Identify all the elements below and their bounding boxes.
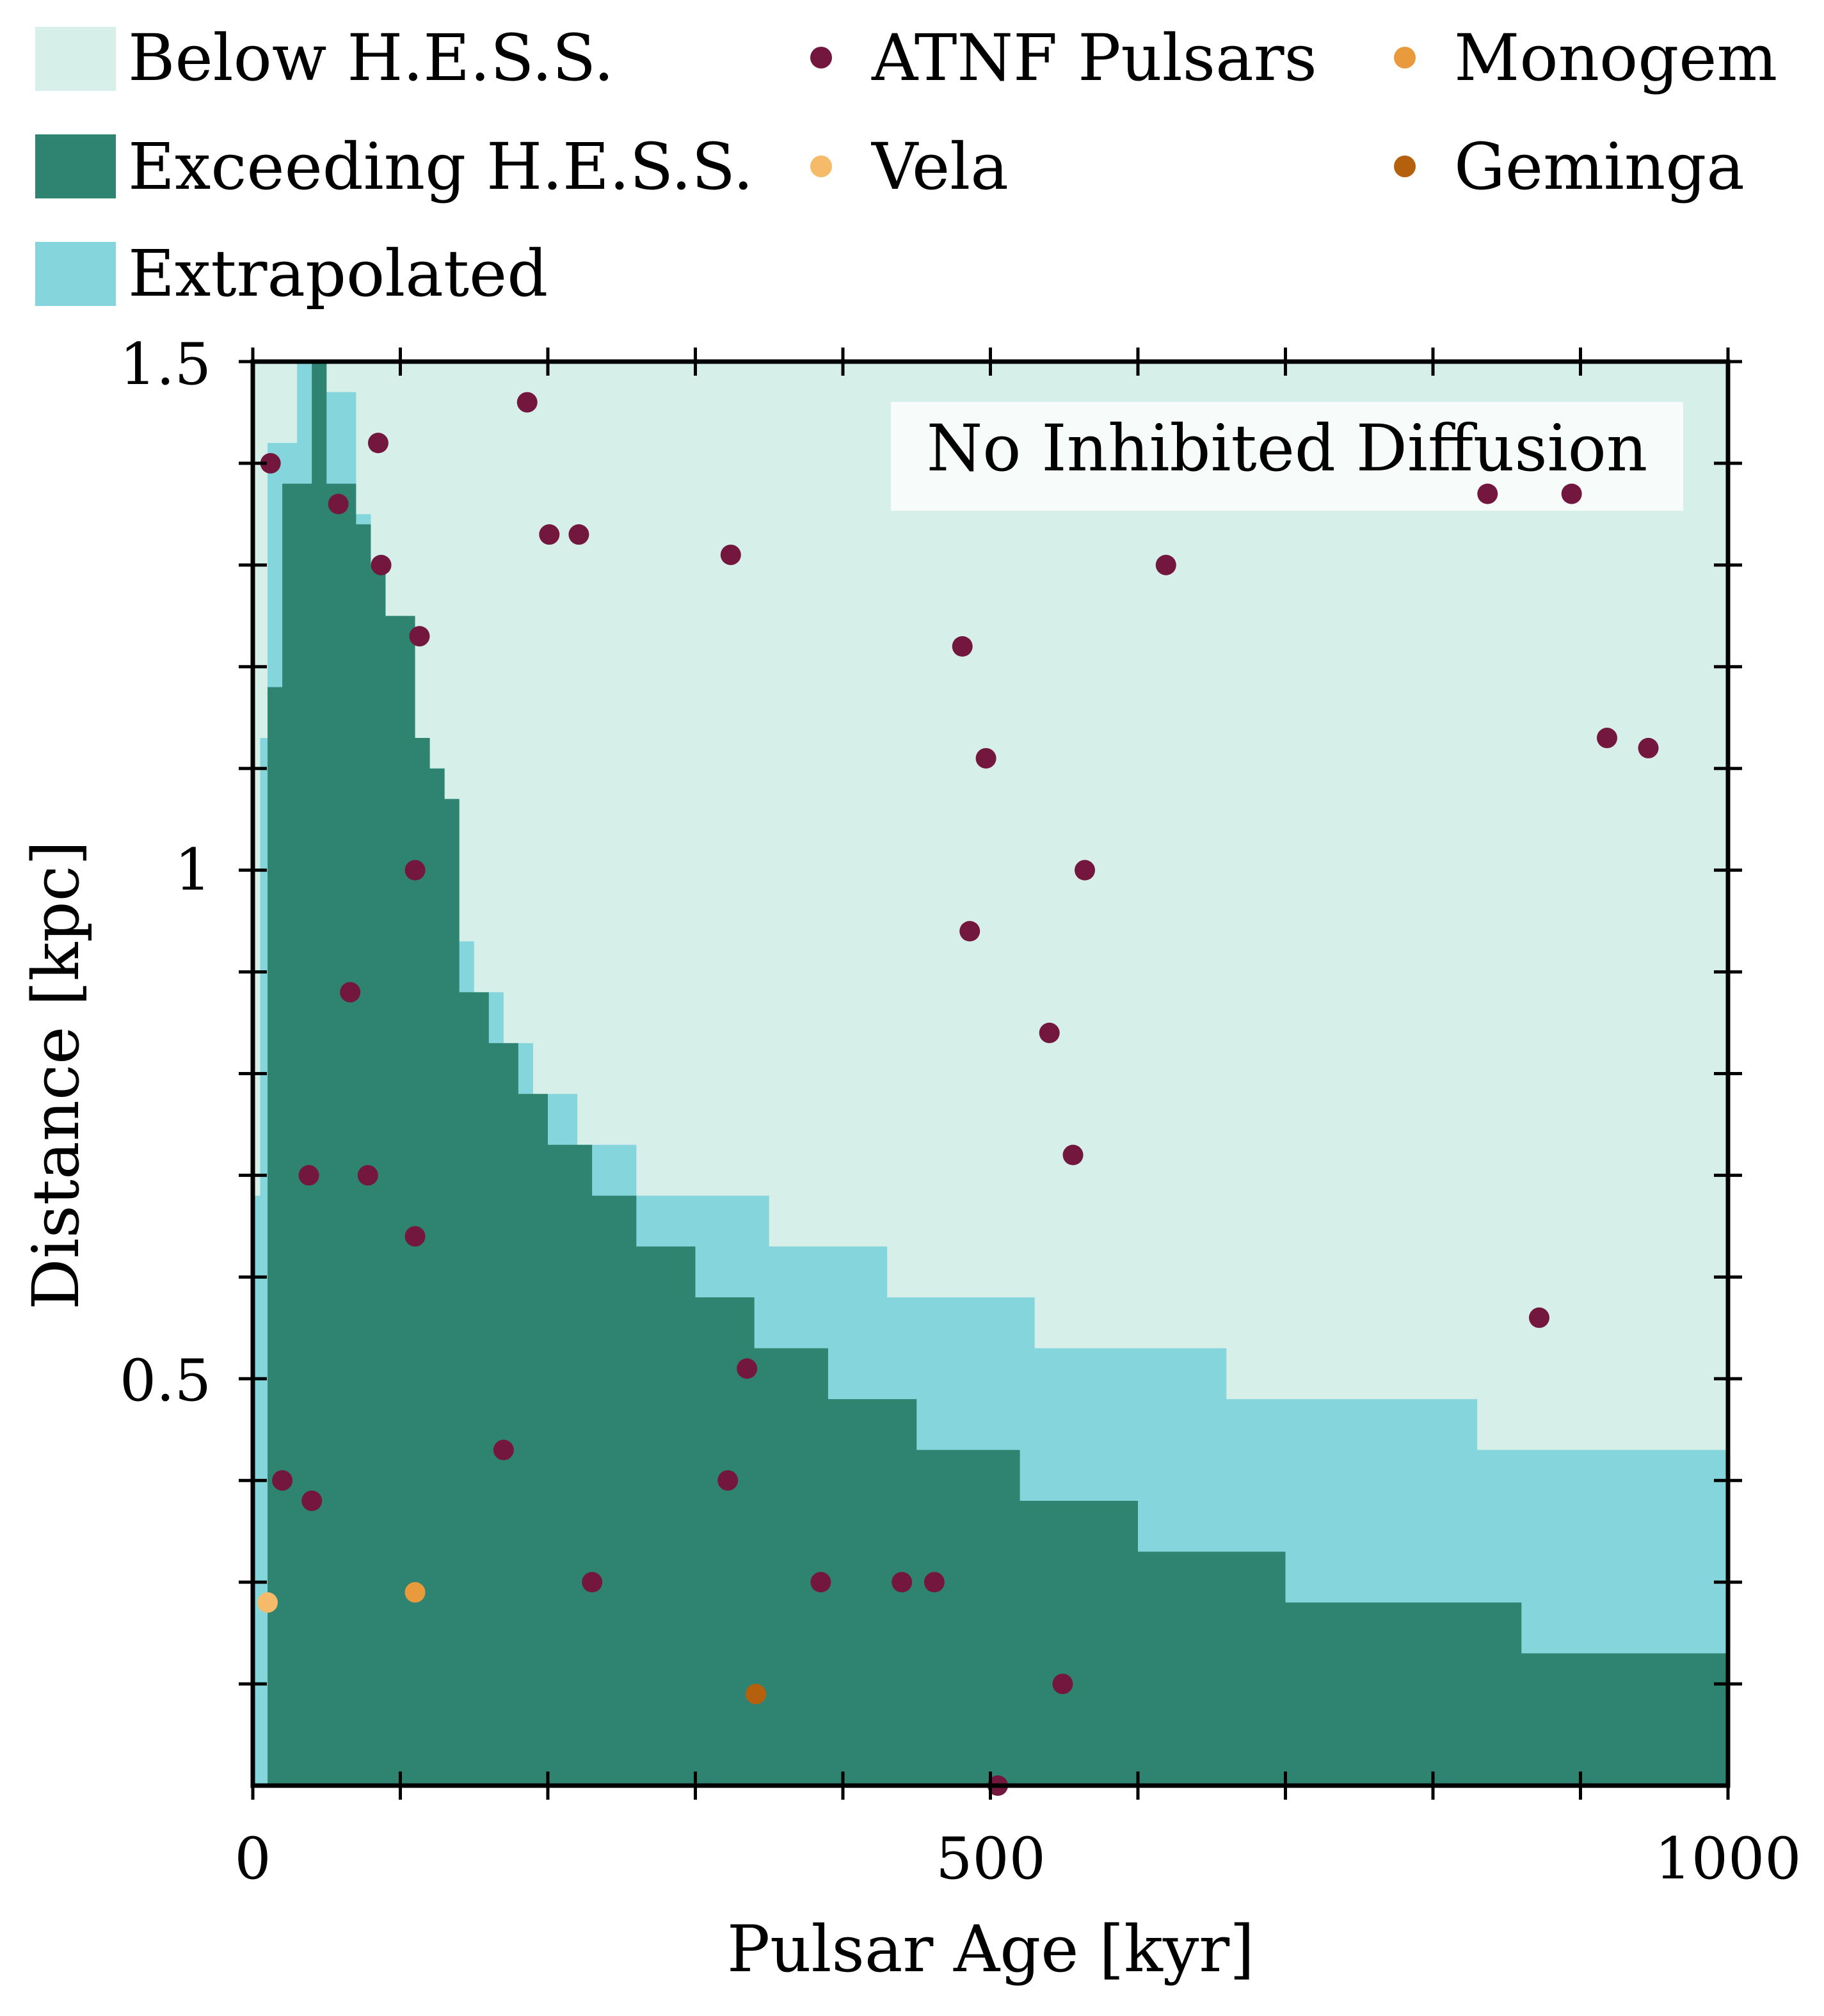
region-exceeding-hess — [253, 362, 1728, 1786]
atnf-pulsars-point-15 — [1075, 860, 1096, 881]
atnf-pulsars-point-24 — [737, 1358, 758, 1379]
atnf-pulsars-point-27 — [301, 1491, 323, 1511]
x-tick-label-1000: 1000 — [1654, 1825, 1801, 1892]
tick-marks — [239, 348, 1742, 1800]
legend-marker-vela — [810, 156, 832, 177]
atnf-pulsars-point-11 — [975, 748, 996, 769]
y-axis-title: Distance [kpc] — [19, 840, 93, 1309]
legend-swatch-below — [35, 27, 116, 91]
legend-marker-geminga — [1394, 156, 1416, 177]
atnf-pulsars-point-31 — [892, 1572, 913, 1593]
atnf-pulsars-point-3 — [328, 493, 349, 515]
atnf-pulsars-point-18 — [1039, 1022, 1060, 1043]
legend-label-below: Below H.E.S.S. — [128, 20, 614, 95]
atnf-pulsars-point-20 — [298, 1165, 319, 1186]
atnf-pulsars-point-10 — [952, 636, 973, 657]
atnf-pulsars-point-0 — [260, 452, 281, 474]
atnf-pulsars-point-28 — [717, 1470, 739, 1491]
atnf-pulsars-point-33 — [1052, 1674, 1073, 1695]
legend-label-monogem: Monogem — [1454, 20, 1777, 95]
atnf-pulsars-point-14 — [404, 860, 426, 881]
legend-swatch-extrapolated — [35, 242, 116, 306]
axes — [239, 348, 1742, 1800]
y-tick-labels: 0.5 1 1.5 — [120, 331, 211, 1414]
plot-regions — [253, 362, 1728, 1786]
legend-marker-atnf — [810, 47, 832, 68]
atnf-pulsars-point-8 — [1155, 554, 1176, 575]
atnf-pulsars-point-4 — [371, 554, 392, 575]
atnf-pulsars-point-17 — [340, 982, 361, 1003]
legend: Below H.E.S.S. Exceeding H.E.S.S. Extrap… — [35, 20, 1777, 311]
x-tick-labels: 0 500 1000 — [234, 1825, 1801, 1892]
atnf-pulsars-point-23 — [1528, 1307, 1549, 1328]
annotation-box — [891, 402, 1683, 511]
atnf-pulsars-point-22 — [404, 1226, 426, 1247]
atnf-pulsars-point-6 — [568, 524, 589, 545]
y-tick-label-0-5: 0.5 — [120, 1347, 211, 1414]
vela-point-0 — [257, 1592, 278, 1613]
atnf-pulsars-point-13 — [1638, 737, 1659, 758]
legend-label-vela: Vela — [871, 129, 1009, 204]
x-tick-label-500: 500 — [936, 1825, 1046, 1892]
atnf-pulsars-point-9 — [409, 626, 430, 647]
monogem-point-0 — [404, 1582, 426, 1603]
atnf-pulsars-point-7 — [720, 544, 741, 565]
legend-label-extrapolated: Extrapolated — [128, 236, 548, 311]
atnf-pulsars-point-30 — [810, 1572, 831, 1593]
annotation: No Inhibited Diffusion — [891, 402, 1683, 511]
scatter-points — [257, 392, 1659, 1796]
y-tick-label-1-5: 1.5 — [120, 331, 211, 398]
atnf-pulsars-point-2 — [516, 392, 538, 413]
atnf-pulsars-point-35 — [1477, 483, 1498, 504]
annotation-text: No Inhibited Diffusion — [927, 411, 1647, 486]
atnf-pulsars-point-21 — [357, 1165, 378, 1186]
atnf-pulsars-point-25 — [493, 1439, 514, 1460]
legend-swatch-exceeding — [35, 134, 116, 198]
atnf-pulsars-point-16 — [959, 921, 980, 941]
legend-label-geminga: Geminga — [1454, 129, 1745, 204]
x-tick-label-0: 0 — [234, 1825, 271, 1892]
atnf-pulsars-point-5 — [539, 524, 560, 545]
atnf-pulsars-point-12 — [1596, 728, 1617, 749]
geminga-point-0 — [746, 1683, 767, 1704]
legend-label-exceeding: Exceeding H.E.S.S. — [128, 129, 753, 204]
legend-marker-monogem — [1394, 47, 1416, 68]
atnf-pulsars-point-19 — [1062, 1144, 1084, 1165]
x-axis-title: Pulsar Age [kyr] — [727, 1912, 1254, 1987]
atnf-pulsars-point-32 — [924, 1572, 945, 1593]
atnf-pulsars-point-36 — [1561, 483, 1582, 504]
atnf-pulsars-point-1 — [367, 433, 388, 454]
legend-label-atnf: ATNF Pulsars — [871, 20, 1317, 95]
atnf-pulsars-point-29 — [582, 1572, 603, 1593]
atnf-pulsars-point-26 — [272, 1470, 293, 1491]
y-tick-label-1: 1 — [175, 836, 211, 904]
